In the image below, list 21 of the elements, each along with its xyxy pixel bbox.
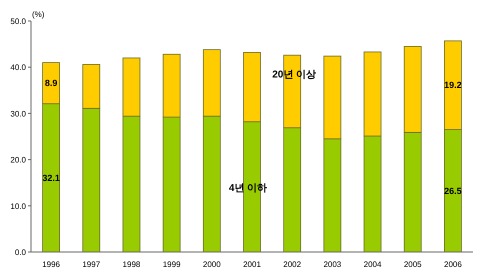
y-axis-title: (%) — [32, 10, 45, 19]
y-tick-label: 0.0 — [14, 248, 27, 257]
data-label: 26.5 — [444, 186, 462, 196]
x-tick-label: 2006 — [444, 260, 462, 269]
y-tick-label: 20.0 — [10, 156, 27, 165]
x-tick-label: 2000 — [202, 260, 222, 269]
x-tick-label: 1998 — [122, 260, 141, 269]
data-label: 32.1 — [42, 172, 60, 183]
x-tick-label: 1996 — [42, 260, 61, 269]
y-tick-label: 40.0 — [10, 63, 27, 72]
y-tick-label: 10.0 — [10, 202, 27, 211]
x-tick-label: 2002 — [283, 260, 302, 269]
x-tick-label: 2005 — [404, 260, 422, 269]
y-tick-label: 30.0 — [10, 109, 27, 118]
x-tick-label: 2003 — [323, 260, 342, 269]
x-tick-label: 1997 — [82, 260, 101, 269]
x-tick-label: 1999 — [162, 260, 182, 269]
data-label: 8.9 — [44, 78, 58, 88]
x-tick-label: 2004 — [364, 260, 382, 269]
y-tick-label: 50.0 — [10, 17, 27, 26]
x-tick-label: 2001 — [243, 260, 262, 269]
